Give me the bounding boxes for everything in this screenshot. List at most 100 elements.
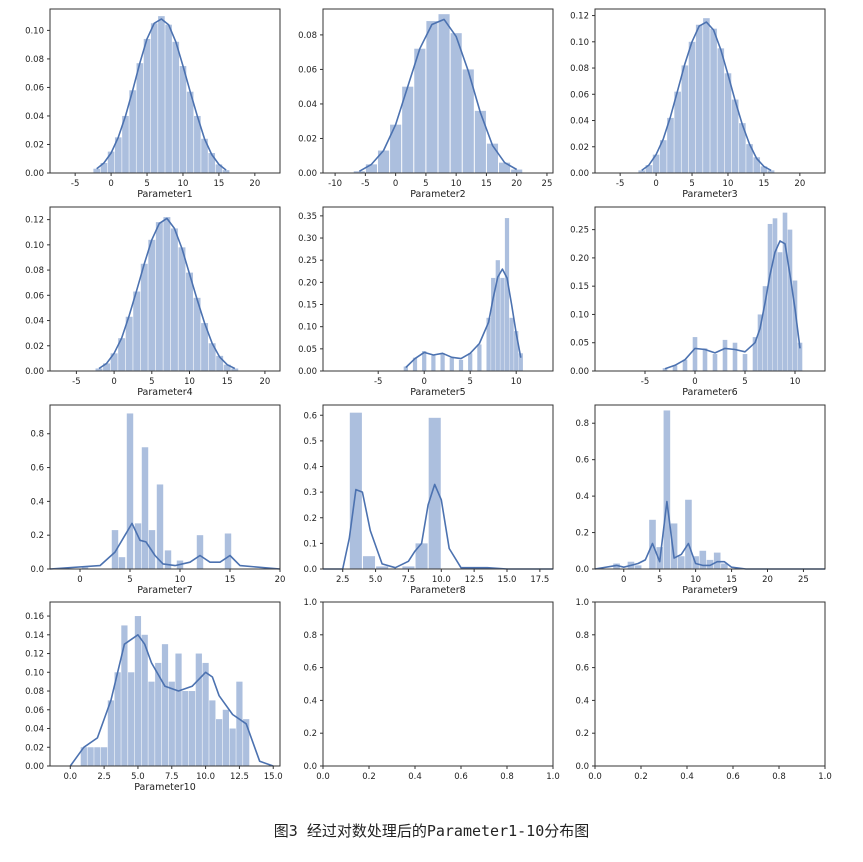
- subplot-grid-figure: -5 0 5 10 15 200.000.020.040.060.080.10Parame…: [25, 8, 832, 793]
- x-tick-label: 10: [790, 377, 801, 387]
- y-tick-label: 0.2: [575, 529, 589, 539]
- histogram-bar: [121, 625, 128, 766]
- x-tick-label: 0.8: [772, 772, 786, 782]
- histogram-bar: [402, 566, 415, 569]
- kde-line: [96, 18, 227, 171]
- x-tick-label: 12.5: [230, 772, 249, 782]
- x-tick-label: 20: [511, 179, 522, 189]
- subplot-9: 0 5 10 15 20 25 0.0 0.2 0.4 0.6 0.8 Parameter9: [575, 404, 826, 596]
- x-axis-label: Parameter4: [137, 387, 192, 398]
- y-tick-label: 0.2: [303, 514, 317, 524]
- histogram-bar: [125, 316, 133, 371]
- histogram-bar: [179, 66, 187, 173]
- y-tick-label: 0.02: [570, 143, 589, 153]
- histogram-bar: [762, 286, 768, 371]
- y-tick-label: 0.0: [303, 565, 317, 575]
- x-tick-label: 15: [481, 179, 492, 189]
- y-tick-label: 0.10: [25, 241, 44, 251]
- histogram-bar: [134, 616, 142, 766]
- x-tick-label: 0: [108, 179, 113, 189]
- histogram-bar: [753, 157, 761, 173]
- y-tick-label: 0.00: [25, 762, 44, 772]
- y-tick-label: 0.04: [25, 112, 44, 122]
- x-tick-label: -5: [72, 377, 80, 387]
- histogram-bar: [491, 277, 496, 371]
- histogram-bar: [667, 117, 674, 173]
- y-tick-label: 0.25: [570, 226, 589, 236]
- y-tick-label: 0.06: [298, 65, 317, 75]
- histogram-bar: [486, 143, 499, 173]
- y-tick-label: 0.30: [298, 234, 317, 244]
- axes-frame: [594, 206, 826, 372]
- histogram-bar: [101, 747, 108, 766]
- x-tick-label: 20: [249, 179, 260, 189]
- axes-frame: [322, 601, 554, 767]
- histogram-bar: [182, 691, 189, 766]
- y-tick-label: 0.12: [25, 216, 44, 226]
- histogram-bar: [514, 331, 519, 371]
- histogram-bar: [376, 566, 389, 569]
- histogram-bar: [685, 499, 692, 569]
- y-tick-label: 0.2: [303, 729, 317, 739]
- x-tick-label: 0.6: [726, 772, 740, 782]
- histogram-bar: [141, 634, 148, 766]
- figure-caption: 图3 经过对数处理后的Parameter1-10分布图: [273, 822, 590, 840]
- x-axis-label: Parameter2: [410, 189, 465, 200]
- y-tick-label: 0.8: [575, 631, 589, 641]
- x-tick-label: 0.8: [500, 772, 514, 782]
- histogram-bar: [681, 65, 689, 173]
- histogram-bar: [168, 681, 175, 766]
- histogram-bar: [208, 343, 216, 371]
- y-tick-label: 0.35: [298, 212, 317, 222]
- y-tick-label: 0.08: [298, 31, 317, 41]
- x-axis-label: Parameter7: [137, 585, 192, 596]
- x-tick-label: 25: [798, 575, 809, 585]
- x-axis-label: Parameter9: [682, 585, 737, 596]
- x-tick-label: 0.0: [316, 772, 330, 782]
- histogram-bar: [777, 252, 783, 371]
- histogram-bar: [674, 91, 681, 173]
- histogram-bar: [365, 164, 377, 173]
- histogram-bar: [193, 297, 201, 371]
- x-tick-label: 15: [225, 575, 236, 585]
- y-tick-label: 0.0: [575, 565, 589, 575]
- histogram-bar: [114, 672, 121, 766]
- y-tick-label: 0.10: [25, 26, 44, 36]
- histogram-bar: [81, 567, 89, 569]
- histogram-bar: [362, 556, 376, 569]
- histogram-bar: [670, 523, 678, 569]
- histogram-bar: [634, 565, 642, 569]
- y-tick-label: 0.00: [298, 367, 317, 377]
- histogram-bar: [662, 368, 668, 371]
- y-tick-label: 0.25: [298, 256, 317, 266]
- x-tick-label: 0.4: [680, 772, 694, 782]
- histogram-bar: [440, 353, 445, 371]
- y-tick-label: 0.05: [570, 339, 589, 349]
- histogram-bar: [458, 359, 464, 371]
- y-tick-label: 0.4: [303, 696, 317, 706]
- x-tick-label: 15: [222, 377, 233, 387]
- subplot-11: 0.0 0.2 0.4 0.6 0.8 1.0 0.0 0.2 0.4 0.6 0.8 1.0: [303, 598, 559, 782]
- histogram-bar: [509, 317, 514, 371]
- axes-frame: [49, 601, 281, 767]
- y-tick-label: 0.08: [25, 266, 44, 276]
- y-tick-label: 0.5: [303, 437, 317, 447]
- x-tick-label: 0.6: [454, 772, 468, 782]
- histogram-bar: [767, 223, 773, 371]
- histogram-bar: [772, 218, 778, 371]
- histogram-bar: [438, 14, 450, 173]
- y-tick-label: 0.6: [303, 411, 317, 421]
- histogram-bar: [717, 48, 725, 173]
- histogram-bar: [468, 353, 473, 371]
- subplot-6: -5 0 5 10 0.00 0.05 0.10 0.15 0.20 0.25 Parameter6: [570, 206, 826, 398]
- histogram-bar: [107, 700, 114, 766]
- y-tick-label: 0.02: [25, 743, 44, 753]
- y-tick-label: 0.8: [575, 419, 589, 429]
- y-tick-label: 0.4: [575, 492, 589, 502]
- histogram-bar: [782, 212, 788, 371]
- axes-frame: [49, 404, 281, 570]
- x-tick-label: 0.0: [64, 772, 78, 782]
- histogram-bar: [739, 123, 746, 173]
- histogram-bar: [699, 550, 707, 569]
- histogram-bar: [710, 28, 717, 174]
